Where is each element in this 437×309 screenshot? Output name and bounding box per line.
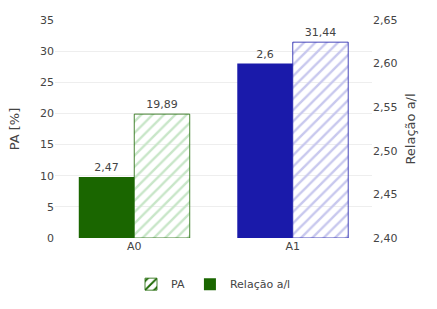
- svg-text:2,47: 2,47: [94, 161, 119, 174]
- svg-text:30: 30: [40, 45, 54, 58]
- svg-text:2,6: 2,6: [256, 48, 274, 61]
- svg-text:0: 0: [47, 232, 54, 245]
- svg-text:19,89: 19,89: [146, 98, 178, 111]
- svg-text:2,40: 2,40: [373, 232, 398, 245]
- svg-text:31,44: 31,44: [305, 26, 337, 39]
- svg-text:20: 20: [40, 107, 54, 120]
- svg-text:2,65: 2,65: [373, 14, 398, 27]
- svg-text:PA: PA: [171, 278, 185, 291]
- svg-text:2,55: 2,55: [373, 101, 398, 114]
- svg-text:2,50: 2,50: [373, 145, 398, 158]
- svg-text:2,60: 2,60: [373, 57, 398, 70]
- svg-text:15: 15: [40, 138, 54, 151]
- svg-text:2,45: 2,45: [373, 188, 398, 201]
- svg-text:25: 25: [40, 76, 54, 89]
- svg-text:A1: A1: [285, 240, 300, 253]
- svg-text:Relação a/l: Relação a/l: [403, 93, 418, 164]
- svg-text:A0: A0: [127, 240, 142, 253]
- svg-text:35: 35: [40, 14, 54, 27]
- svg-text:Relação a/l: Relação a/l: [230, 278, 290, 291]
- svg-text:10: 10: [40, 170, 54, 183]
- svg-text:PA [%]: PA [%]: [7, 108, 22, 151]
- svg-text:5: 5: [47, 201, 54, 214]
